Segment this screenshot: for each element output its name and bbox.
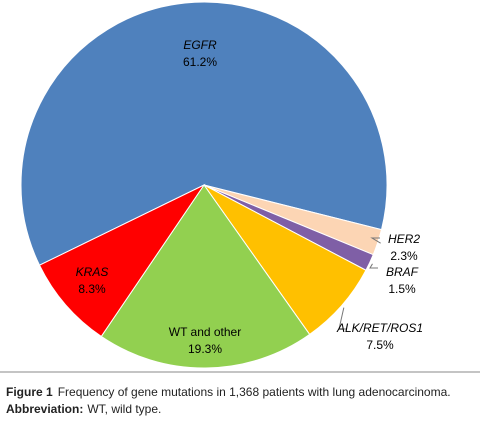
pie-slice (20, 1, 388, 266)
leader-line (370, 237, 381, 244)
caption-text: Frequency of gene mutations in 1,368 pat… (58, 385, 451, 399)
slice-label: ALK/RET/ROS1 (336, 321, 423, 335)
slice-value-label: 61.2% (183, 55, 217, 69)
slice-label: EGFR (183, 38, 217, 52)
leader-line (338, 307, 347, 330)
abbreviation: Abbreviation: WT, wild type. (6, 402, 161, 416)
slice-label: BRAF (386, 265, 419, 279)
leader-line (369, 263, 378, 269)
slice-value-label: 19.3% (188, 342, 222, 356)
slice-value-label: 7.5% (366, 338, 394, 352)
slice-label: WT and other (169, 325, 241, 339)
slice-label: KRAS (76, 265, 109, 279)
slice-value-label: 8.3% (78, 282, 106, 296)
caption: Figure 1 Frequency of gene mutations in 1… (6, 385, 451, 399)
pie-slice (38, 183, 206, 338)
pie-slice (100, 184, 311, 369)
slice-label: HER2 (388, 232, 420, 246)
slice-value-label: 2.3% (390, 249, 418, 263)
abbreviation-text: WT, wild type. (87, 402, 161, 416)
abbreviation-label: Abbreviation: (6, 402, 83, 416)
slice-value-label: 1.5% (388, 282, 416, 296)
caption-label: Figure 1 (6, 385, 53, 399)
